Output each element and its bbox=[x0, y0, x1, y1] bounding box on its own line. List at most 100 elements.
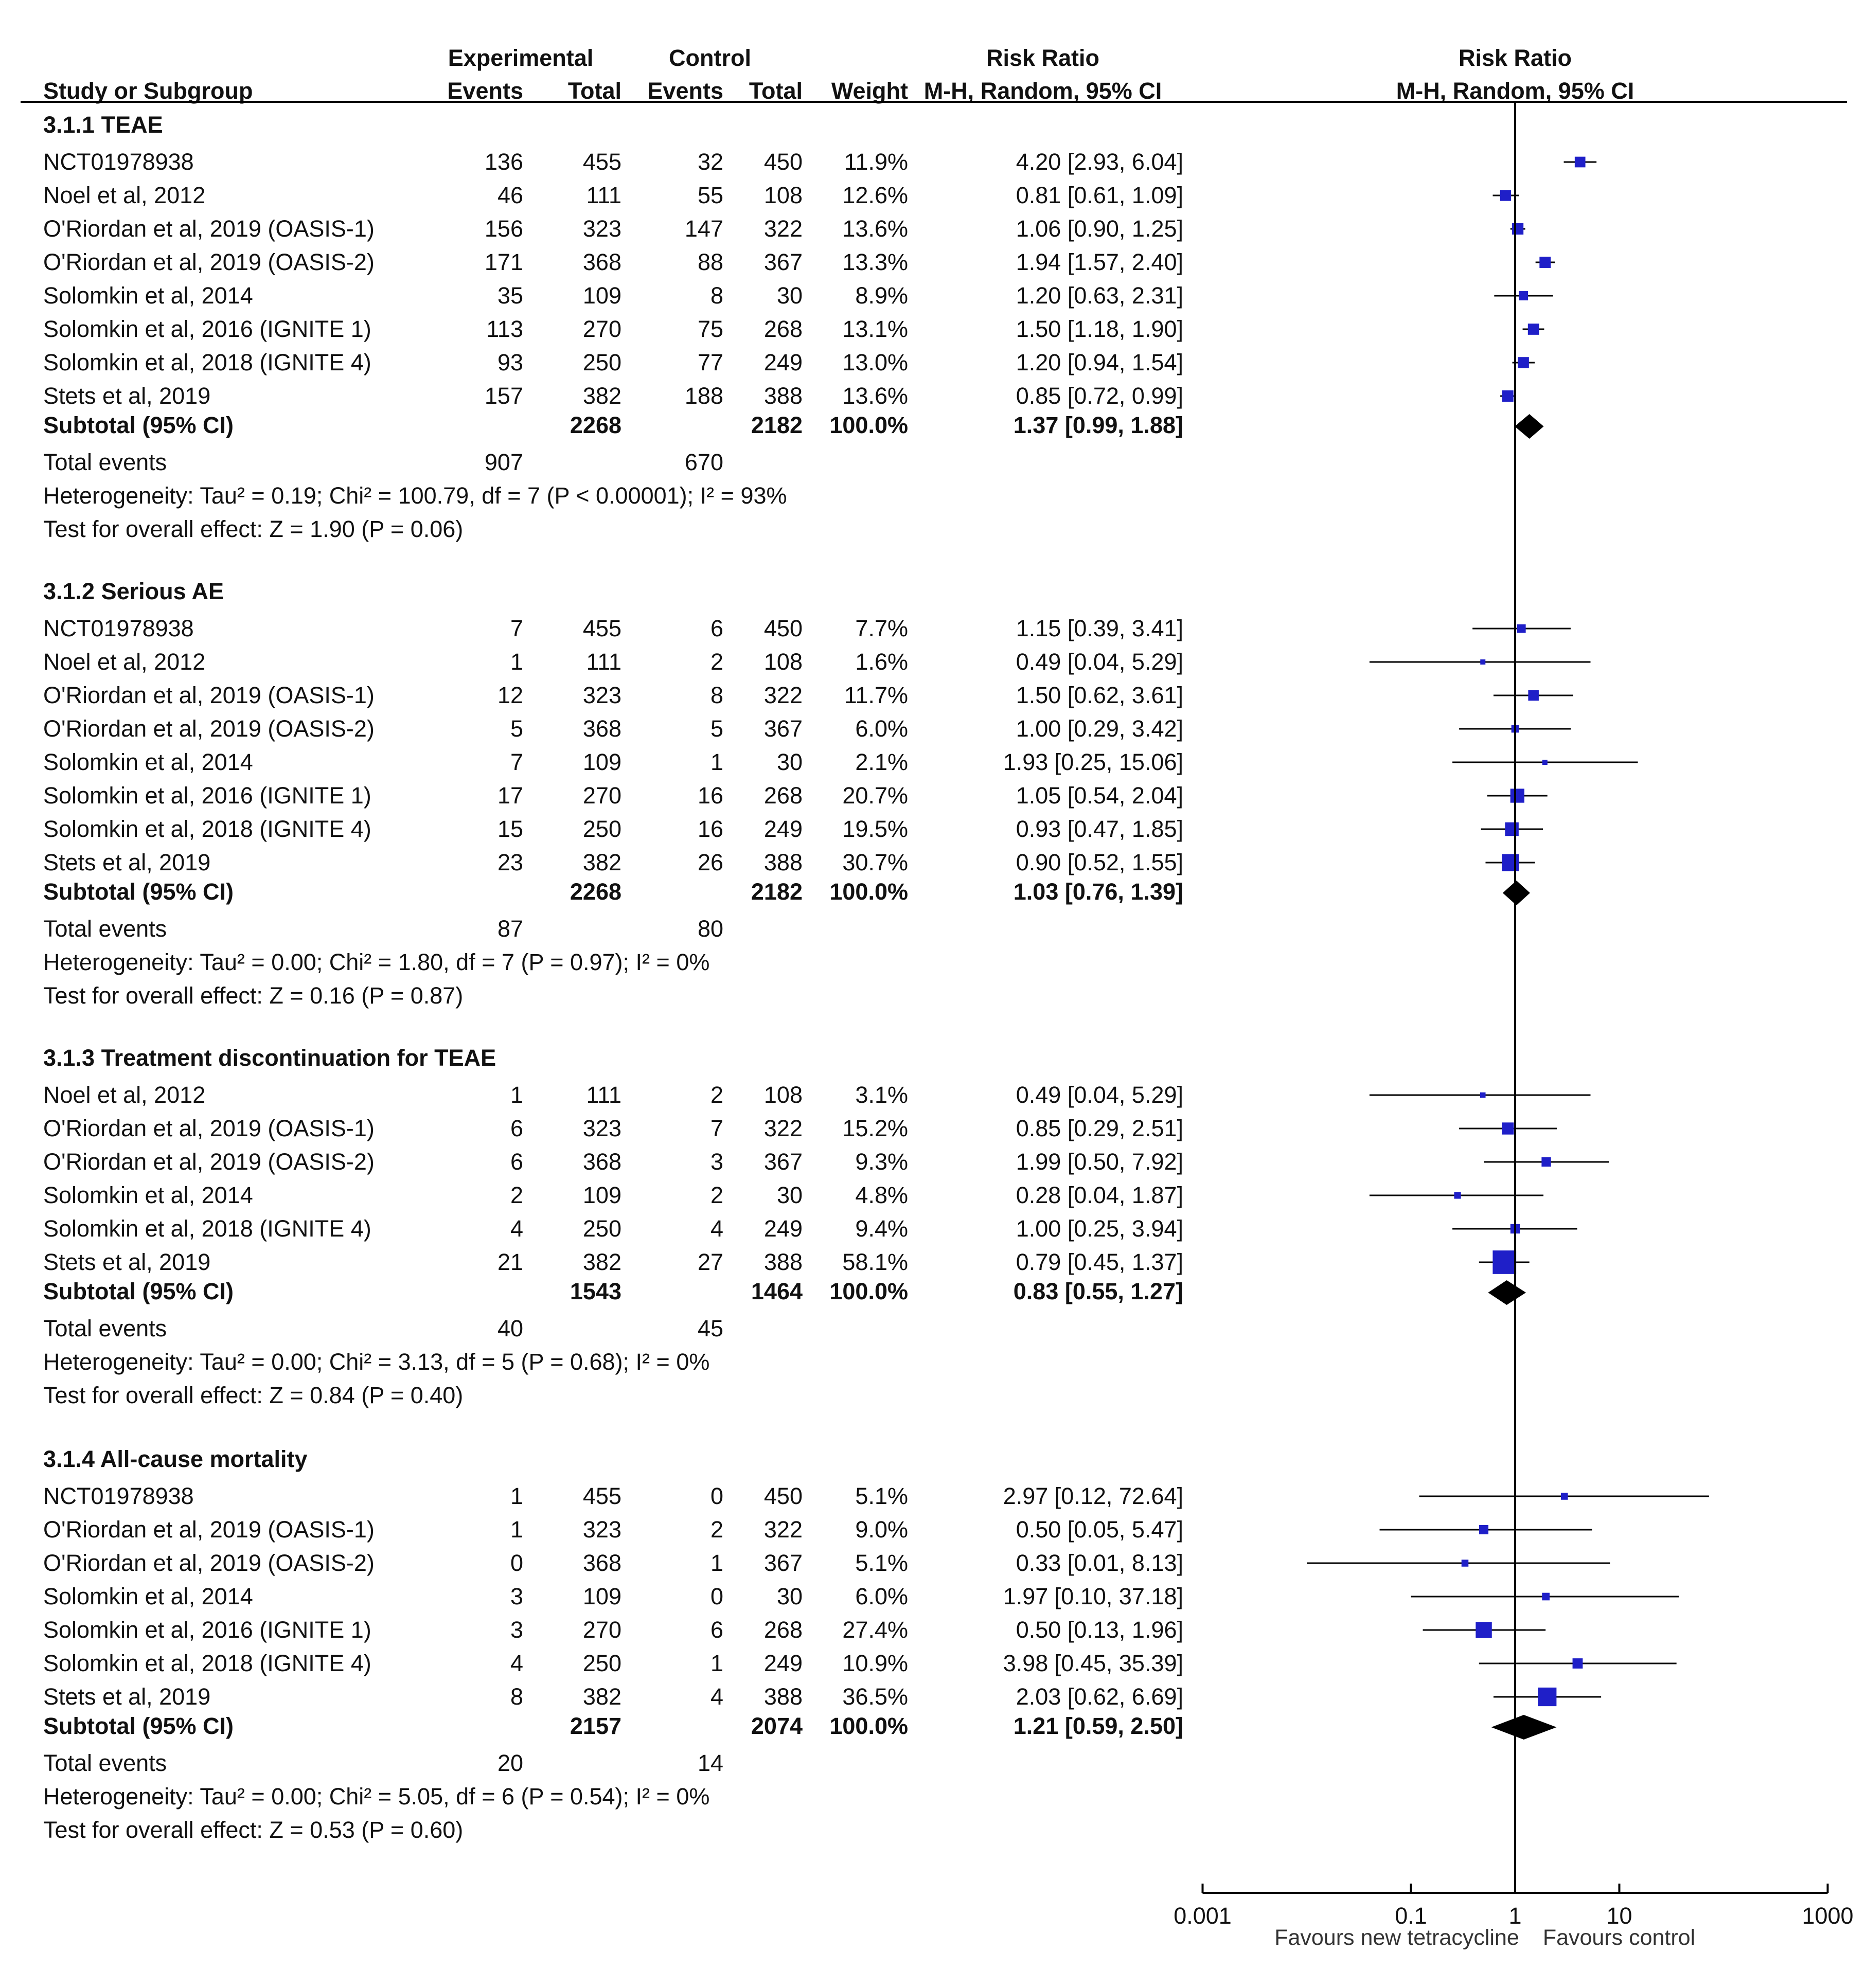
exp-total: 111 bbox=[587, 182, 621, 208]
weight: 6.0% bbox=[855, 1583, 908, 1609]
ctl-total: 450 bbox=[764, 1483, 803, 1509]
weight: 19.5% bbox=[842, 816, 908, 842]
study-name: NCT01978938 bbox=[43, 1483, 194, 1509]
plot-marks bbox=[1307, 102, 1709, 1893]
exp-events: 6 bbox=[510, 1149, 523, 1175]
ctl-events: 77 bbox=[698, 349, 723, 375]
header-weight: Weight bbox=[831, 78, 908, 104]
subtotal-exp-total: 2268 bbox=[570, 879, 621, 905]
ctl-events: 26 bbox=[698, 849, 723, 875]
ctl-events: 1 bbox=[710, 749, 723, 775]
heterogeneity-text: Heterogeneity: Tau² = 0.00; Chi² = 5.05,… bbox=[43, 1783, 709, 1810]
ctl-total: 322 bbox=[764, 216, 803, 242]
study-marker bbox=[1512, 223, 1524, 235]
header-plot-method: M-H, Random, 95% CI bbox=[1396, 78, 1634, 104]
exp-total: 109 bbox=[583, 1583, 621, 1609]
study-name: Stets et al, 2019 bbox=[43, 849, 210, 875]
exp-events: 113 bbox=[486, 316, 523, 342]
subtotal-weight: 100.0% bbox=[829, 879, 908, 905]
risk-ratio-ci: 0.85 [0.29, 2.51] bbox=[1016, 1115, 1183, 1141]
subtotal-exp-total: 1543 bbox=[570, 1278, 621, 1304]
study-marker bbox=[1542, 1592, 1550, 1601]
study-name: Solomkin et al, 2018 (IGNITE 4) bbox=[43, 816, 371, 842]
weight: 11.9% bbox=[844, 149, 908, 175]
risk-ratio-ci: 1.50 [1.18, 1.90] bbox=[1016, 316, 1183, 342]
heterogeneity-text: Heterogeneity: Tau² = 0.19; Chi² = 100.7… bbox=[43, 482, 787, 509]
study-name: Solomkin et al, 2016 (IGNITE 1) bbox=[43, 1617, 371, 1643]
weight: 20.7% bbox=[842, 782, 908, 809]
study-name: Solomkin et al, 2018 (IGNITE 4) bbox=[43, 349, 371, 375]
study-name: Stets et al, 2019 bbox=[43, 1683, 210, 1710]
ctl-events: 0 bbox=[710, 1483, 723, 1509]
ctl-events: 3 bbox=[710, 1149, 723, 1175]
total-events-ctl: 14 bbox=[698, 1750, 723, 1776]
x-tick-label: 1000 bbox=[1802, 1903, 1853, 1929]
study-marker bbox=[1492, 1250, 1517, 1274]
header: Experimental Control Risk Ratio Risk Rat… bbox=[21, 45, 1847, 104]
group-title: 3.1.1 TEAE bbox=[43, 112, 163, 138]
exp-events: 8 bbox=[510, 1683, 523, 1710]
weight: 2.1% bbox=[855, 749, 908, 775]
total-events-label: Total events bbox=[43, 916, 167, 942]
exp-events: 6 bbox=[510, 1115, 523, 1141]
risk-ratio-ci: 1.20 [0.63, 2.31] bbox=[1016, 282, 1183, 309]
risk-ratio-ci: 1.00 [0.25, 3.94] bbox=[1016, 1215, 1183, 1242]
study-marker bbox=[1527, 324, 1539, 335]
weight: 3.1% bbox=[855, 1082, 908, 1108]
ctl-total: 249 bbox=[764, 1215, 803, 1242]
weight: 1.6% bbox=[855, 649, 908, 675]
exp-events: 3 bbox=[510, 1617, 523, 1643]
exp-total: 323 bbox=[583, 1115, 621, 1141]
exp-events: 156 bbox=[485, 216, 523, 242]
ctl-total: 367 bbox=[764, 715, 803, 742]
study-name: Noel et al, 2012 bbox=[43, 1082, 205, 1108]
study-name: Noel et al, 2012 bbox=[43, 649, 205, 675]
study-name: Solomkin et al, 2018 (IGNITE 4) bbox=[43, 1650, 371, 1676]
group-title: 3.1.2 Serious AE bbox=[43, 578, 224, 604]
study-marker bbox=[1542, 760, 1548, 765]
exp-events: 0 bbox=[510, 1550, 523, 1576]
ctl-total: 108 bbox=[764, 1082, 803, 1108]
exp-total: 109 bbox=[583, 282, 621, 309]
subtotal-diamond bbox=[1488, 1280, 1526, 1305]
ctl-events: 0 bbox=[710, 1583, 723, 1609]
header-ctl-events: Events bbox=[647, 78, 723, 104]
ctl-total: 367 bbox=[764, 1550, 803, 1576]
study-marker bbox=[1479, 1525, 1489, 1534]
risk-ratio-ci: 0.50 [0.13, 1.96] bbox=[1016, 1617, 1183, 1643]
ctl-events: 16 bbox=[698, 816, 723, 842]
risk-ratio-ci: 2.03 [0.62, 6.69] bbox=[1016, 1683, 1183, 1710]
exp-events: 7 bbox=[510, 749, 523, 775]
exp-total: 368 bbox=[583, 1550, 621, 1576]
x-tick-label: 1 bbox=[1508, 1903, 1521, 1929]
ctl-total: 450 bbox=[764, 615, 803, 641]
exp-total: 323 bbox=[583, 682, 621, 708]
exp-total: 109 bbox=[583, 1182, 621, 1208]
risk-ratio-ci: 0.49 [0.04, 5.29] bbox=[1016, 649, 1183, 675]
study-name: Solomkin et al, 2014 bbox=[43, 1583, 253, 1609]
study-name: O'Riordan et al, 2019 (OASIS-1) bbox=[43, 216, 375, 242]
study-marker bbox=[1502, 854, 1519, 871]
subtotal-ci: 0.83 [0.55, 1.27] bbox=[1014, 1278, 1183, 1304]
ctl-total: 388 bbox=[764, 849, 803, 875]
subtotal-ctl-total: 2074 bbox=[751, 1713, 803, 1739]
header-exp-total: Total bbox=[568, 78, 621, 104]
exp-events: 136 bbox=[485, 149, 523, 175]
total-events-ctl: 45 bbox=[698, 1315, 723, 1341]
exp-total: 455 bbox=[583, 615, 621, 641]
subtotal-label: Subtotal (95% CI) bbox=[43, 1713, 234, 1739]
exp-total: 250 bbox=[583, 349, 621, 375]
exp-total: 270 bbox=[583, 782, 621, 809]
exp-total: 250 bbox=[583, 816, 621, 842]
header-plot-title: Risk Ratio bbox=[1459, 45, 1572, 71]
study-marker bbox=[1505, 822, 1519, 836]
study-name: Noel et al, 2012 bbox=[43, 182, 205, 208]
exp-events: 1 bbox=[510, 1516, 523, 1543]
heterogeneity-text: Heterogeneity: Tau² = 0.00; Chi² = 3.13,… bbox=[43, 1349, 709, 1375]
risk-ratio-ci: 0.93 [0.47, 1.85] bbox=[1016, 816, 1183, 842]
exp-total: 382 bbox=[583, 1249, 621, 1275]
ctl-total: 268 bbox=[764, 782, 803, 809]
subtotal-diamond bbox=[1502, 881, 1530, 905]
exp-events: 4 bbox=[510, 1650, 523, 1676]
risk-ratio-ci: 1.94 [1.57, 2.40] bbox=[1016, 249, 1183, 275]
